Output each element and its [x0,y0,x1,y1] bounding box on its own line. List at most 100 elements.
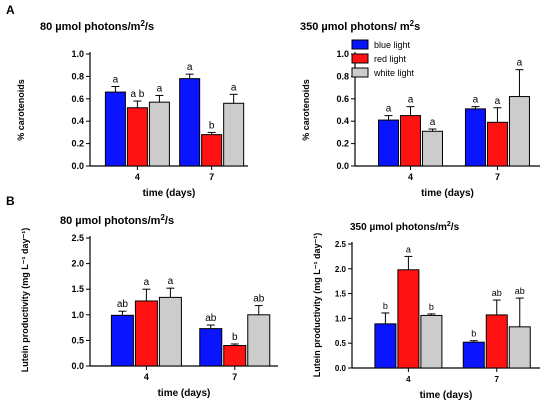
y-tick-label: 1.0 [335,314,347,323]
significance-letter: a [386,104,392,115]
chart-title-superscript: 2 [160,213,165,222]
chart-title-main: 350 µmol photons/ m [300,21,410,33]
y-tick-label: 0.4 [71,116,84,126]
chart-title: 350 µmol photons/m2/s [350,221,460,233]
x-tick-label: 4 [406,375,411,384]
y-tick-label: 2.5 [71,233,84,243]
y-axis-label: % carotenoids [301,79,311,141]
y-tick-label: 0.2 [71,139,84,149]
chart-title-main: 80 µmol photons/m [40,21,141,33]
chart-title-tail: /s [451,222,460,233]
significance-letter: a [517,58,523,69]
y-tick-label: 2.0 [71,259,84,269]
legend-swatch [351,39,369,50]
y-tick-label: 0.5 [335,339,347,348]
bar [374,323,397,369]
significance-letter: b [209,120,215,131]
x-tick-label: 4 [408,172,413,182]
chart-b-80: 80 µmol photons/m2/s Lutein productivity … [20,213,278,399]
legend-label: white light [373,68,415,78]
y-tick-label: 2.5 [335,240,347,249]
y-tick-label: 0.6 [336,94,349,104]
x-tick-label: 4 [144,372,149,382]
bar [223,102,245,167]
y-tick-label: 0.0 [335,364,347,373]
significance-letter: b [232,332,238,343]
bar [199,328,223,367]
significance-letter: a b [130,89,144,100]
bar [397,269,420,369]
y-axis-label: % carotenoids [16,79,26,141]
chart-a-80: 80 µmol photons/m2/s % carotenoids 0.0 0.2 0… [16,19,248,199]
y-axis-label: Lutein productivity (mg L⁻¹ day⁻¹) [20,228,30,373]
y-tick-label: 0.2 [336,139,349,149]
y-tick-label: 2.0 [335,265,347,274]
significance-letter: ab [117,299,129,310]
chart-title-tail: /s [145,21,154,33]
x-tick-label: 7 [495,172,500,182]
significance-letter: a [473,95,479,106]
x-axis-label: time (days) [420,390,473,401]
significance-letter: a [187,62,193,73]
chart-title-tail: /s [165,215,174,227]
significance-letter: a [113,74,119,85]
significance-letter: ab [515,286,525,296]
chart-title-main: 80 µmol photons/m [60,215,161,227]
bar [110,314,134,367]
bar [201,134,223,167]
bar [247,314,271,367]
bar [134,300,158,367]
bar [508,326,531,369]
significance-letter: b [383,301,388,311]
bar [422,130,443,167]
chart-b-350: 350 µmol photons/m2/s Lutein productivity… [312,221,540,401]
y-tick-label: 1.5 [335,290,347,299]
y-tick-label: 0.0 [336,161,349,171]
x-axis-label: time (days) [143,188,196,199]
panel-label-a: A [6,3,15,17]
y-tick-label: 1.0 [71,310,84,320]
legend-label: blue light [374,40,411,50]
significance-letter: a [231,82,237,93]
bar [464,108,486,167]
bar [378,119,399,167]
significance-letter: ab [253,294,265,305]
y-tick-label: 1.0 [71,49,84,59]
y-tick-label: 0.8 [336,71,349,81]
x-axis-label: time (days) [158,388,211,399]
legend-swatch [351,67,369,78]
significance-letter: ab [492,288,502,298]
chart-title-superscript: 2 [140,19,145,28]
bar [485,314,508,369]
x-tick-label: 4 [135,172,140,182]
bar [179,78,201,167]
significance-letter: a [157,83,163,94]
bar [508,96,530,167]
chart-title-superscript: 2 [410,19,415,28]
y-tick-label: 0.0 [71,361,84,371]
y-tick-label: 0.0 [71,161,84,171]
y-tick-label: 0.5 [71,335,84,345]
bar [158,296,182,367]
chart-title-tail: s [414,21,420,33]
panel-label-b: B [6,194,15,208]
legend-label: red light [374,54,407,64]
bar [126,107,148,167]
y-tick-label: 0.4 [336,116,349,126]
x-tick-label: 7 [232,372,237,382]
chart-a-350: 350 µmol photons/ m2s % carotenoids 0.0 0.2… [300,19,540,199]
legend-swatch [351,53,369,64]
bar [104,91,126,167]
x-tick-label: 7 [495,375,500,384]
y-axis-label: Lutein productivity (mg L⁻¹ day⁻¹) [312,233,322,378]
significance-letter: a [144,277,150,288]
bar [462,341,485,369]
chart-title-superscript: 2 [447,221,451,228]
bar [400,115,421,167]
significance-letter: ab [205,313,217,324]
x-axis-label: time (days) [421,188,474,199]
significance-letter: b [471,329,476,339]
significance-letter: b [429,302,434,312]
significance-letter: a [430,117,436,128]
